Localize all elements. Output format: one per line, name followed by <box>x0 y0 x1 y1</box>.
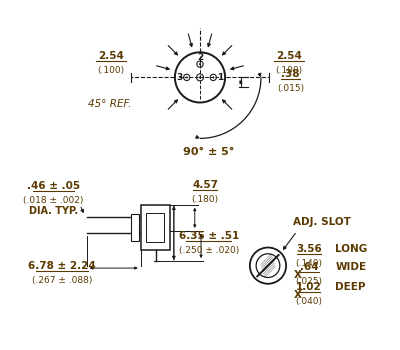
Text: (.250 ± .020): (.250 ± .020) <box>178 246 239 256</box>
Text: .38: .38 <box>281 69 300 79</box>
Text: 4.57: 4.57 <box>192 180 218 190</box>
Text: ADJ. SLOT: ADJ. SLOT <box>293 217 351 227</box>
Circle shape <box>199 63 201 65</box>
Text: DEEP: DEEP <box>335 282 366 292</box>
Text: (.100): (.100) <box>275 65 302 75</box>
Text: 6.35 ± .51: 6.35 ± .51 <box>178 231 239 242</box>
Text: (.180): (.180) <box>192 195 219 204</box>
Circle shape <box>186 76 188 78</box>
Text: 1: 1 <box>217 73 223 82</box>
Bar <box>146 213 164 242</box>
Text: 3: 3 <box>177 73 183 82</box>
Text: 2.54: 2.54 <box>98 51 124 61</box>
Text: X: X <box>294 290 302 300</box>
Text: DIA. TYP.: DIA. TYP. <box>29 206 78 216</box>
Text: (.025): (.025) <box>296 277 323 286</box>
Text: 6.78 ± 2.24: 6.78 ± 2.24 <box>28 261 96 271</box>
Text: .46 ± .05: .46 ± .05 <box>27 181 80 191</box>
Text: 90° ± 5°: 90° ± 5° <box>183 147 234 157</box>
Text: (.040): (.040) <box>296 297 323 306</box>
Text: 45° REF.: 45° REF. <box>88 99 131 108</box>
Text: 2: 2 <box>197 52 203 62</box>
Bar <box>141 205 170 250</box>
Text: LONG: LONG <box>335 244 368 254</box>
Text: (.267 ± .088): (.267 ± .088) <box>32 276 92 285</box>
Text: (.018 ± .002): (.018 ± .002) <box>23 196 84 205</box>
Text: X: X <box>294 270 302 280</box>
Bar <box>131 214 139 241</box>
Circle shape <box>212 76 214 78</box>
Text: 1.02: 1.02 <box>296 282 322 292</box>
Text: (.015): (.015) <box>277 84 304 93</box>
Text: .64: .64 <box>300 262 318 272</box>
Text: (.100): (.100) <box>98 65 125 75</box>
Text: (.140): (.140) <box>296 259 323 268</box>
Text: 2.54: 2.54 <box>276 51 302 61</box>
Circle shape <box>199 76 201 78</box>
Text: 3.56: 3.56 <box>296 244 322 254</box>
Text: WIDE: WIDE <box>335 262 366 272</box>
